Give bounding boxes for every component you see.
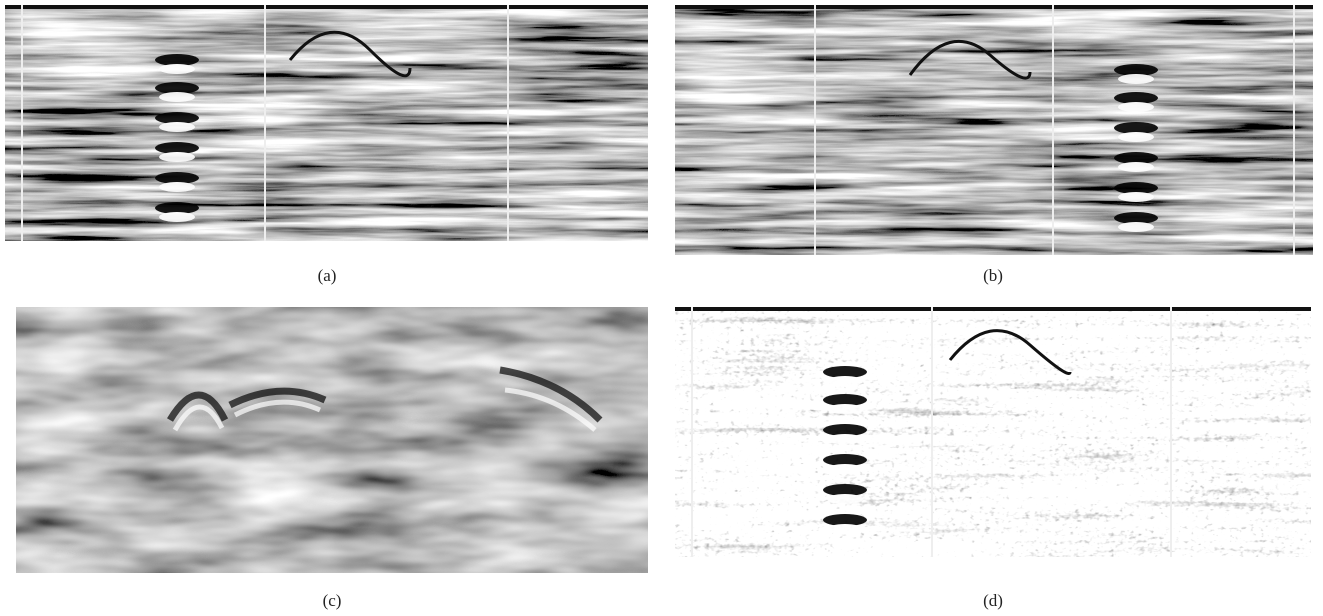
page: (a) (b) (c) (d) (() => { const data = JS… <box>0 0 1323 616</box>
radargram-d <box>675 307 1311 557</box>
caption: (b) <box>983 266 1003 285</box>
radargram-a <box>5 5 648 241</box>
caption: (a) <box>318 266 337 285</box>
caption: (d) <box>983 591 1003 610</box>
radargram-c <box>16 307 648 573</box>
figure: (a) (b) (c) (d) <box>0 0 1323 616</box>
radargram-b <box>675 5 1313 255</box>
caption: (c) <box>323 591 342 610</box>
